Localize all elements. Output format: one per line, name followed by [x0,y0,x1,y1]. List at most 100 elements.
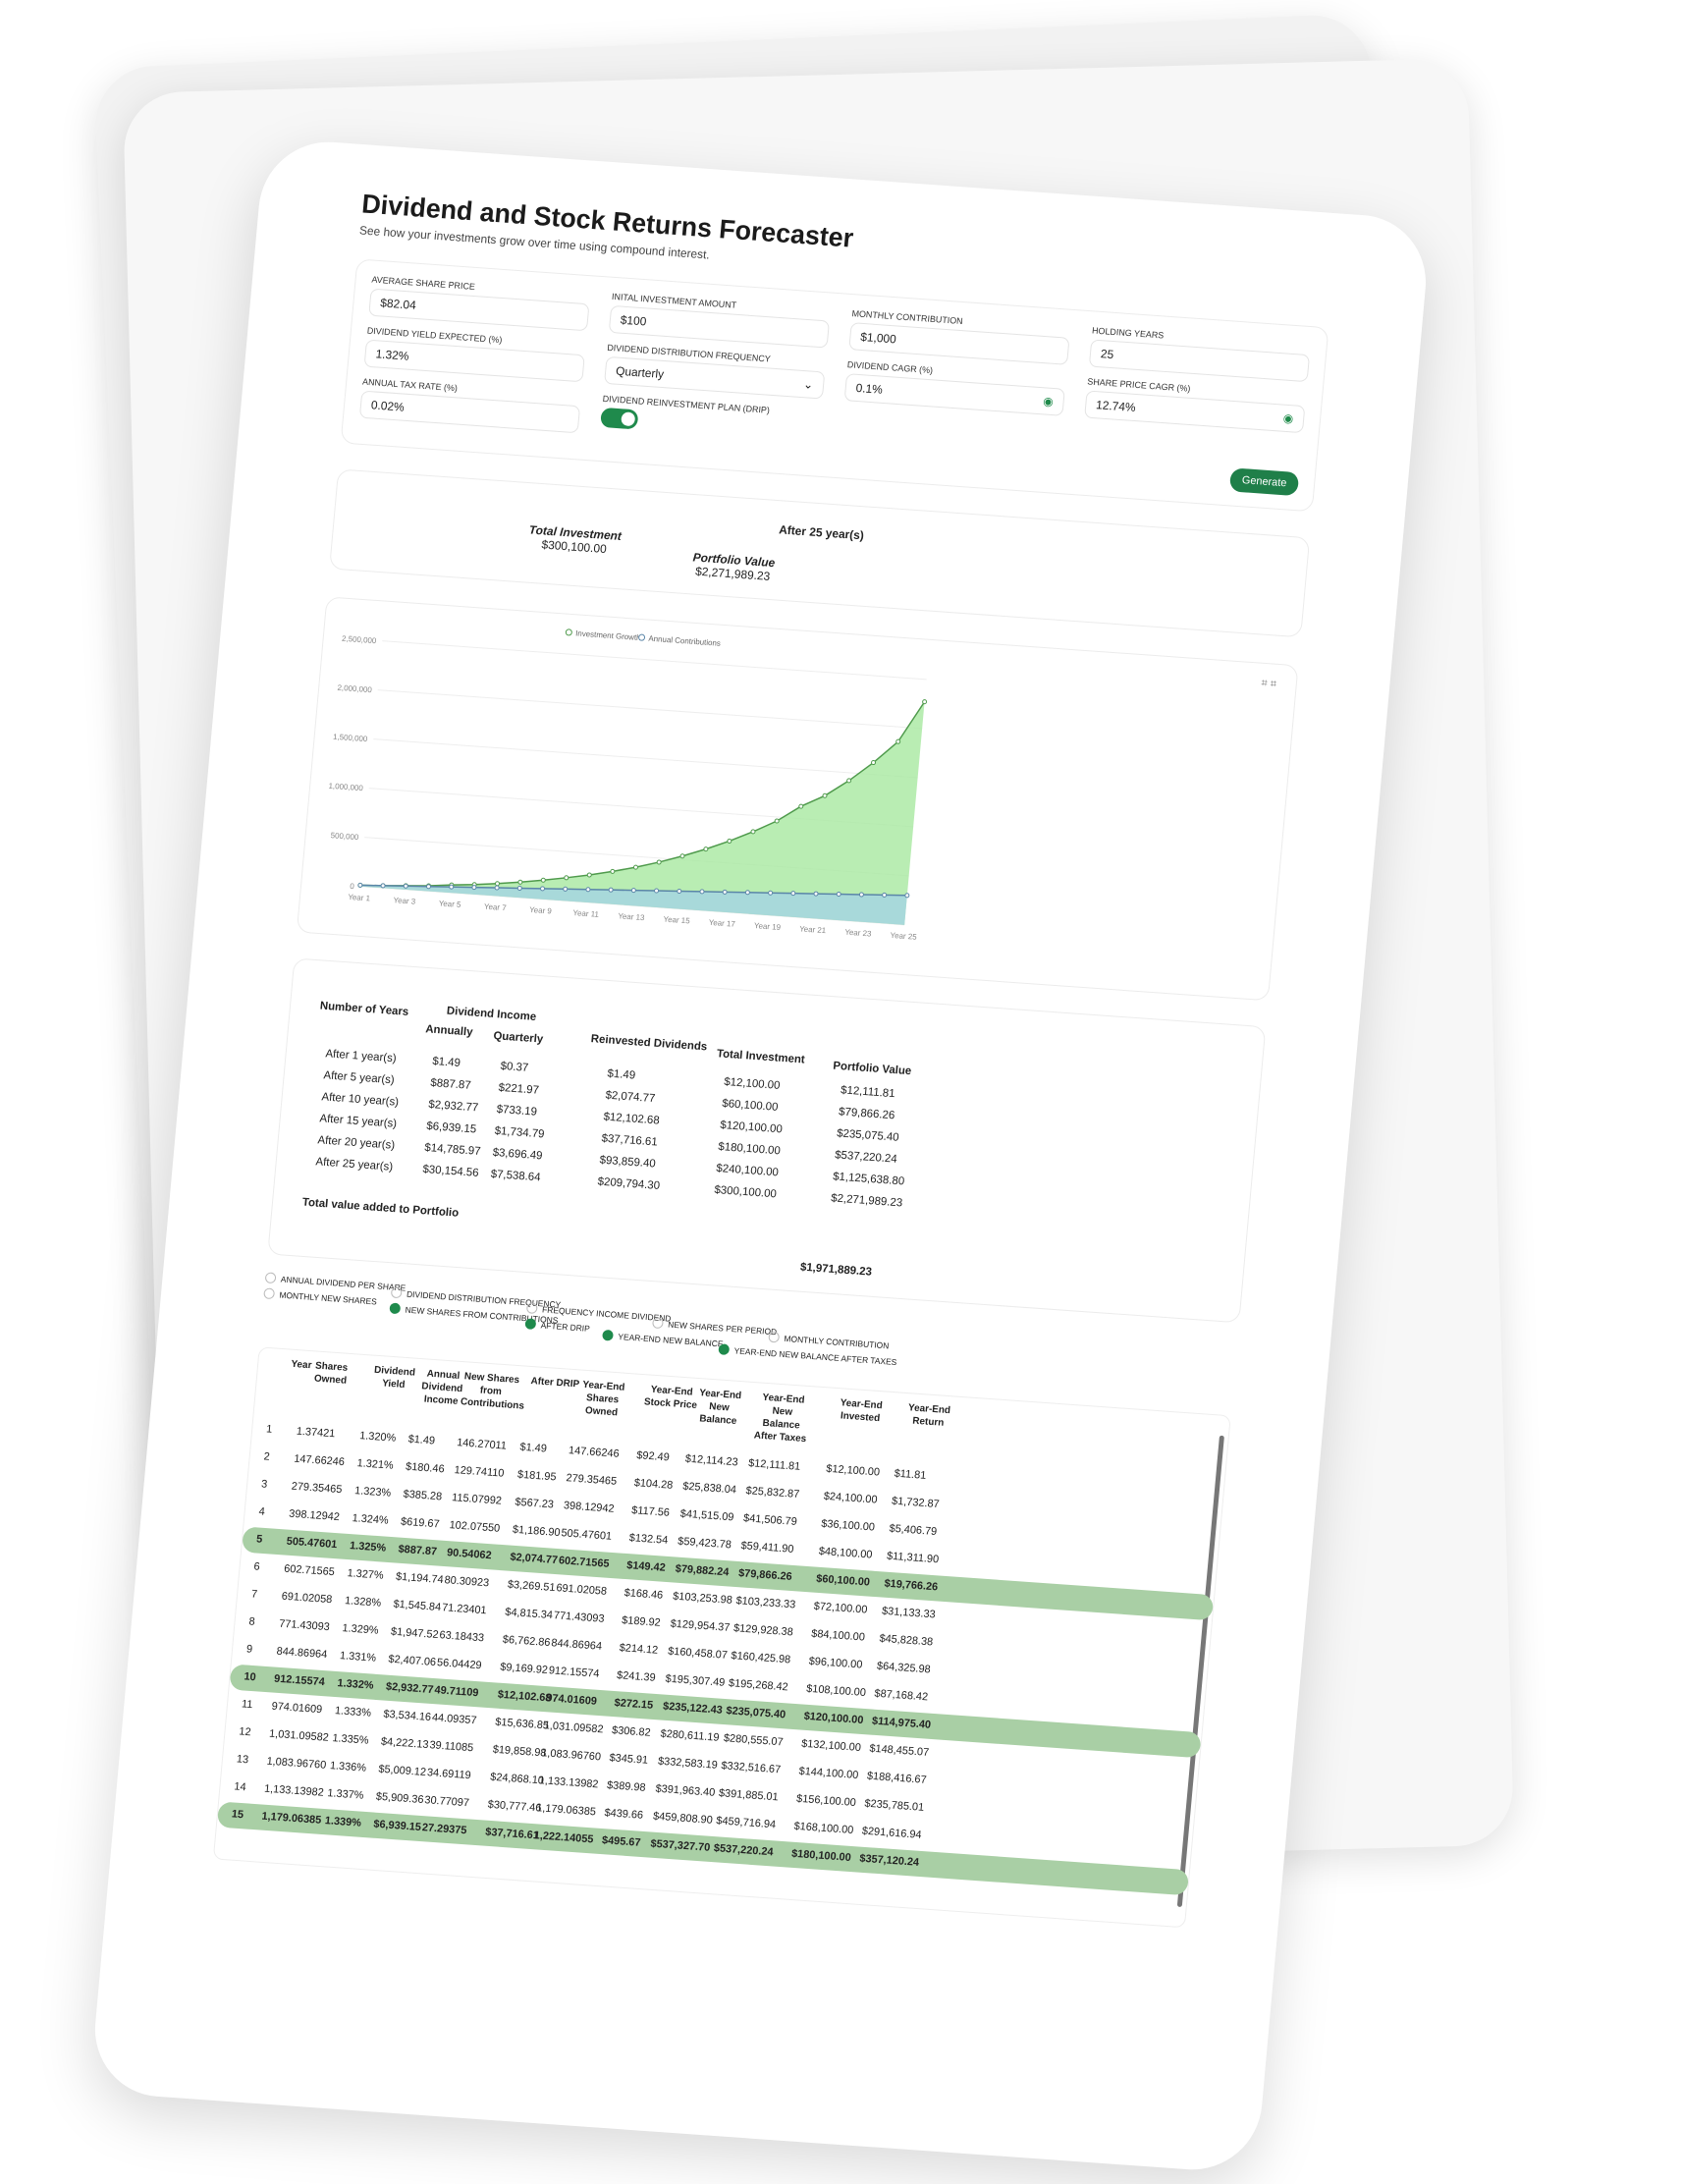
table-cell: 3 [260,1478,268,1491]
table-cell: $280,555.07 [723,1732,785,1749]
grid-header[interactable]: Year-End New Balance [698,1388,742,1428]
table-cell: 1.332% [336,1677,375,1692]
x-tick-label: Year 11 [572,908,600,919]
table-cell: 1.339% [324,1815,362,1829]
table-cell: 27.29375 [421,1822,467,1837]
table-cell: 129.74110 [454,1464,505,1480]
table-cell: $391,963.40 [655,1782,716,1799]
data-point [449,884,455,890]
col-reinvested: Reinvested Dividends [590,1033,708,1054]
table-cell: $195,268.42 [728,1677,789,1694]
table-cell: 44.09357 [431,1712,477,1727]
data-point [471,885,477,891]
table-cell: 71.23401 [441,1602,488,1617]
table-cell: $64,325.98 [876,1660,932,1676]
summary-cell: $1.49 [431,1055,461,1069]
years-field: Holding Years 25 [1088,325,1312,383]
grid-header[interactable]: Shares Owned [313,1360,349,1387]
grid-header[interactable]: Year-End Shares Owned [581,1379,625,1419]
table-cell: $24,868.10 [489,1771,545,1787]
table-cell: $160,458.07 [667,1645,729,1662]
summary-cell: $30,154.56 [421,1163,479,1179]
data-point [858,892,864,898]
table-cell: 1.37421 [296,1425,336,1441]
table-cell: 1,179.06385 [535,1802,597,1819]
table-cell: 1.331% [339,1650,377,1665]
table-cell: $189.92 [621,1614,662,1629]
x-tick-label: Year 19 [754,921,782,932]
table-cell: $156,100.00 [795,1792,857,1810]
summary-cell: $12,111.81 [840,1084,896,1101]
table-cell: $103,253.98 [672,1590,733,1607]
radio-icon [768,1331,781,1343]
data-point [357,882,363,888]
yield-field: Dividend Yield Expected (%) 1.32% [363,326,587,383]
table-cell: $84,100.00 [810,1627,866,1644]
table-cell: $180.46 [405,1460,446,1476]
table-cell: $45,828.38 [879,1632,934,1649]
zoom-icon[interactable]: ⌗ ⌗ [1261,677,1277,690]
monthly-field: Monthly Contribution $1,000 [848,308,1071,365]
eye-icon[interactable]: ◉ [1042,394,1055,410]
table-cell: 1.328% [344,1595,382,1610]
summary-cell: $79,866.26 [838,1106,895,1122]
data-point [380,883,386,889]
generate-button[interactable]: Generate [1228,467,1300,497]
data-point [586,872,592,878]
eye-icon[interactable]: ◉ [1282,410,1294,426]
table-cell: 9 [245,1643,253,1656]
table-cell: 844.86964 [276,1645,328,1662]
table-cell: $25,838.04 [681,1480,737,1497]
table-cell: $567.23 [514,1496,555,1511]
table-cell: 505.47601 [560,1527,613,1543]
grid-header[interactable]: Year-End Return [907,1402,951,1429]
table-cell: $12,102.68 [497,1688,552,1705]
data-point [425,884,431,890]
table-cell: $1.49 [407,1433,436,1447]
table-cell: 505.47601 [286,1535,338,1552]
table-cell: 34.69119 [426,1767,472,1782]
table-cell: $1,947.52 [390,1625,440,1642]
data-point [610,868,616,874]
table-cell: 115.07992 [451,1492,503,1507]
table-cell: $12,111.81 [747,1457,801,1473]
table-cell: $144,100.00 [798,1765,859,1782]
table-cell: $59,411.90 [740,1540,794,1556]
summary-cell: $6,939.15 [425,1119,477,1136]
table-cell: 1,133.13982 [538,1774,599,1791]
table-cell: $19,766.26 [884,1577,939,1594]
summary-cell: After 15 year(s) [318,1113,398,1130]
data-point [846,778,852,784]
table-cell: 912.15574 [273,1672,326,1689]
table-cell: $887.87 [398,1543,438,1558]
summary-cell: $12,100.00 [723,1075,781,1092]
summary-cell: After 10 year(s) [320,1091,400,1109]
input-form: Average Share Price $82.04 Inital Invest… [340,258,1329,513]
table-cell: 1,031.09582 [268,1727,330,1744]
table-cell: $1,194.74 [395,1570,445,1587]
grid-header[interactable]: Year-End New Balance After Taxes [753,1392,807,1446]
table-cell: 1.327% [347,1567,385,1582]
summary-cell: $1,125,638.80 [832,1171,905,1188]
radio-icon [263,1287,276,1300]
column-toggle[interactable]: Monthly New Shares [263,1287,377,1306]
table-cell: $24,100.00 [823,1490,878,1506]
table-cell: $96,100.00 [808,1655,863,1671]
x-tick-label: Year 1 [348,893,371,903]
table-cell: $117.56 [630,1504,671,1519]
table-cell: 1,083.96760 [266,1755,327,1772]
table-cell: 1.336% [329,1760,367,1774]
table-cell: 39.11085 [428,1739,474,1755]
table-cell: 1.337% [326,1787,364,1802]
yearly-data-table: Year Shares Owned Dividend Yield Annual Div… [212,1346,1231,1929]
drip-toggle[interactable] [600,407,639,430]
table-cell: $1,186.90 [512,1523,561,1540]
table-cell: $537,220.24 [713,1842,775,1859]
gridline [373,738,918,779]
table-cell: $87,168.42 [874,1687,929,1704]
data-point [798,803,804,809]
column-toggle[interactable]: After DRIP [524,1318,590,1334]
grid-header[interactable]: Year-End Invested [840,1397,884,1425]
column-toggle[interactable]: Year-End New Balance [602,1329,724,1349]
grid-header[interactable]: New Shares from Contributions [460,1371,525,1412]
